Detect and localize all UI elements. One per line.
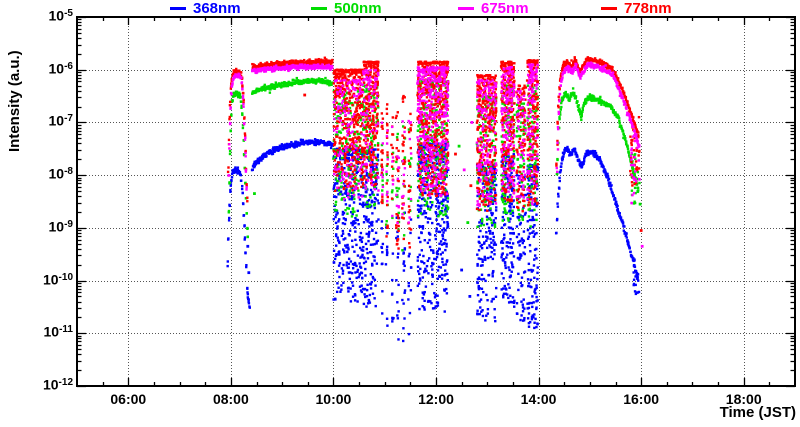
x-tick-label: 18:00: [725, 391, 762, 407]
x-tick-label: 16:00: [623, 391, 660, 407]
x-tick-label: 12:00: [418, 391, 454, 407]
x-axis-title: Time (JST): [719, 404, 796, 421]
legend-label: 368nm: [193, 0, 241, 17]
x-tick-label: 06:00: [110, 391, 147, 407]
series-dash-icon: [601, 7, 617, 10]
legend-label: 675nm: [481, 0, 529, 17]
series-dash-icon: [458, 7, 474, 10]
y-axis-title: Intensity (a.u.): [6, 50, 23, 152]
y-tick-label: 10-8: [48, 165, 73, 182]
series-dash-icon: [170, 7, 186, 10]
y-tick-label: 10-12: [42, 376, 73, 393]
x-tick-label: 08:00: [212, 391, 249, 407]
legend-label: 500nm: [334, 0, 382, 17]
x-tick-label: 10:00: [315, 391, 352, 407]
legend-item-368nm: 368nm: [170, 1, 241, 16]
series-dash-icon: [311, 7, 327, 10]
legend-item-500nm: 500nm: [311, 1, 382, 16]
y-tick-label: 10-6: [48, 60, 73, 77]
y-tick-label: 10-10: [42, 271, 73, 288]
legend-label: 778nm: [624, 0, 672, 17]
y-tick-label: 10-7: [48, 113, 73, 130]
legend-item-675nm: 675nm: [458, 1, 529, 16]
y-tick-label: 10-9: [48, 218, 73, 235]
x-tick-label: 14:00: [520, 391, 557, 407]
legend-item-778nm: 778nm: [601, 1, 672, 16]
y-tick-label: 10-5: [48, 7, 73, 24]
legend: 368nm 500nm 675nm 778nm: [0, 0, 800, 17]
y-tick-label: 10-11: [43, 323, 73, 340]
